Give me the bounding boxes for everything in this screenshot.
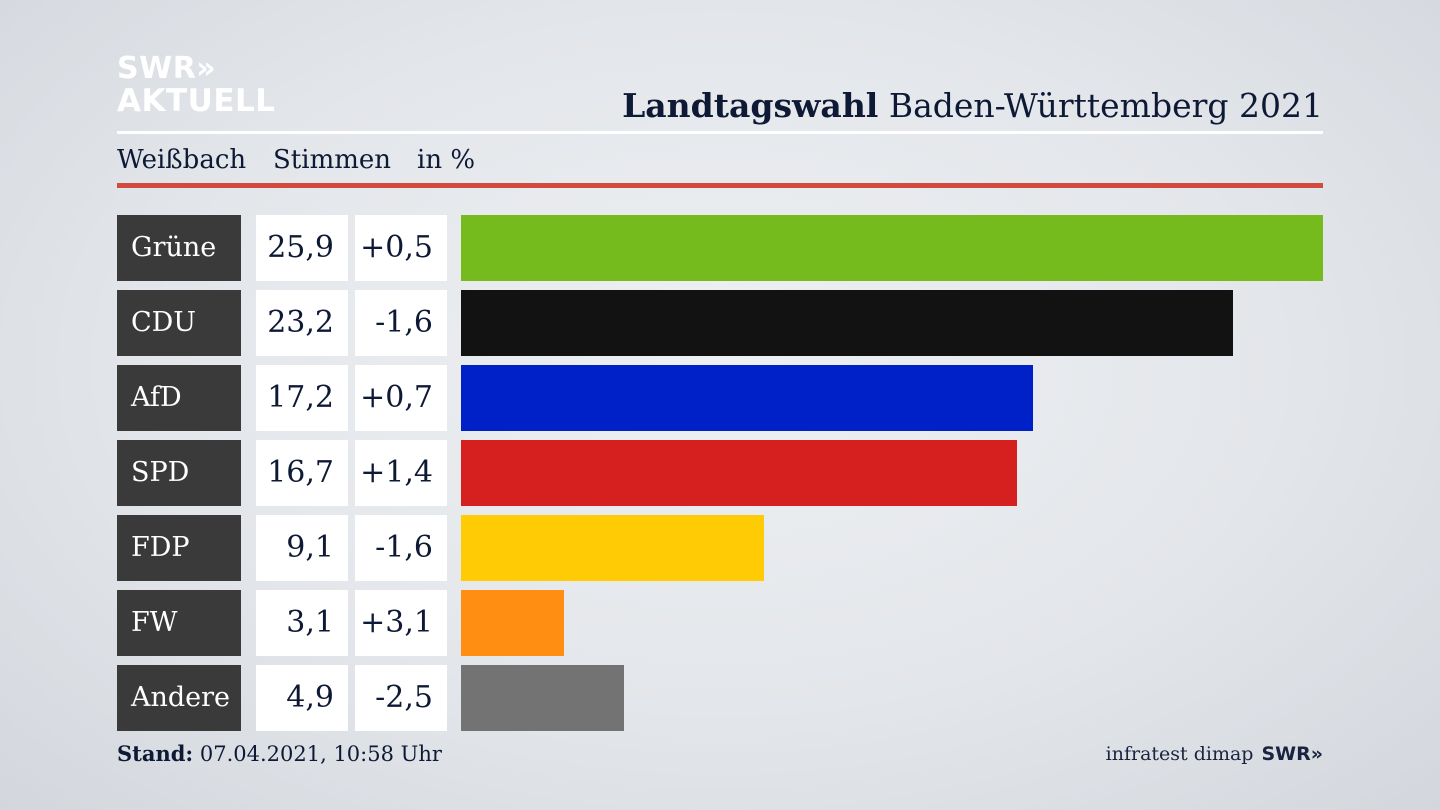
change-value: -2,5: [355, 665, 447, 731]
result-row: Grüne 25,9 +0,5: [0, 215, 1440, 281]
title-bold: Landtagswahl: [622, 86, 879, 125]
bar: [461, 665, 624, 731]
bar: [461, 440, 1017, 506]
change-value: +0,5: [355, 215, 447, 281]
vote-share-value: 17,2: [256, 365, 348, 431]
vote-share-value: 3,1: [256, 590, 348, 656]
column-unit-label: in %: [417, 145, 476, 175]
result-row: FDP 9,1 -1,6: [0, 515, 1440, 581]
result-row: Andere 4,9 -2,5: [0, 665, 1440, 731]
party-name: CDU: [117, 290, 241, 356]
result-row: CDU 23,2 -1,6: [0, 290, 1440, 356]
party-name: FW: [117, 590, 241, 656]
source-credit: infratest dimap SWR»: [1106, 740, 1323, 768]
header-divider: [117, 131, 1323, 134]
result-row: SPD 16,7 +1,4: [0, 440, 1440, 506]
swr-aktuell-logo: SWR» AKTUELL: [117, 54, 276, 117]
location-label: Weißbach: [117, 145, 247, 175]
change-value: +3,1: [355, 590, 447, 656]
bar: [461, 290, 1233, 356]
bar: [461, 590, 564, 656]
timestamp: Stand: 07.04.2021, 10:58 Uhr: [117, 740, 442, 768]
vote-share-value: 4,9: [256, 665, 348, 731]
title-rest: Baden-Württemberg 2021: [878, 86, 1323, 125]
bar: [461, 515, 764, 581]
logo-line-aktuell: AKTUELL: [117, 83, 276, 119]
vote-share-value: 9,1: [256, 515, 348, 581]
party-name: FDP: [117, 515, 241, 581]
party-name: SPD: [117, 440, 241, 506]
logo-line-swr: SWR»: [117, 51, 217, 86]
bar: [461, 215, 1323, 281]
source-label: infratest dimap: [1105, 743, 1254, 765]
change-value: +0,7: [355, 365, 447, 431]
bar: [461, 365, 1033, 431]
result-row: FW 3,1 +3,1: [0, 590, 1440, 656]
vote-share-value: 23,2: [256, 290, 348, 356]
page-title: Landtagswahl Baden-Württemberg 2021: [622, 86, 1323, 126]
change-value: +1,4: [355, 440, 447, 506]
stand-label: Stand:: [117, 741, 194, 766]
party-name: Grüne: [117, 215, 241, 281]
vote-share-value: 25,9: [256, 215, 348, 281]
column-votes-label: Stimmen: [273, 145, 392, 175]
result-row: AfD 17,2 +0,7: [0, 365, 1440, 431]
party-name: AfD: [117, 365, 241, 431]
vote-share-value: 16,7: [256, 440, 348, 506]
change-value: -1,6: [355, 515, 447, 581]
stand-value: 07.04.2021, 10:58 Uhr: [193, 742, 442, 766]
accent-divider: [117, 183, 1323, 188]
party-name: Andere: [117, 665, 241, 731]
change-value: -1,6: [355, 290, 447, 356]
swr-brand-logo: SWR»: [1261, 743, 1323, 765]
